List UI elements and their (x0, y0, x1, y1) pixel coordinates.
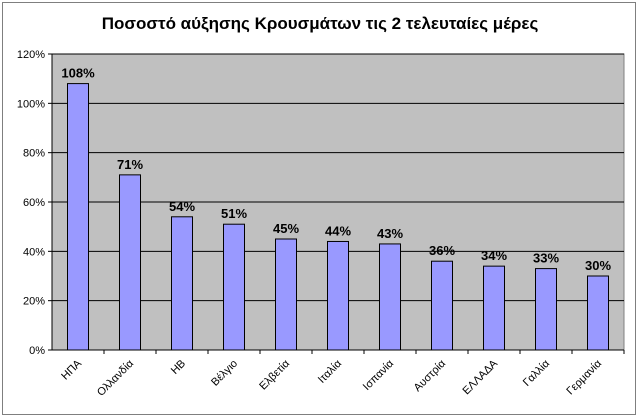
y-tick-label: 80% (23, 148, 45, 160)
x-tick-label: Αυστρία (412, 357, 449, 394)
bar (483, 265, 505, 351)
data-label: 71% (117, 157, 143, 172)
axes (48, 53, 625, 354)
x-tick-labels: ΗΠΑ Ολλανδία ΗΒ Βέλγιο Ελβετία Ιταλία Ισπανία Α… (59, 357, 604, 399)
x-tick-label: Γερμανία (564, 357, 604, 397)
data-label: 43% (377, 226, 403, 241)
bar (327, 240, 349, 351)
data-label: 36% (429, 243, 455, 258)
y-tick-labels: 0% 20% 40% 60% 80% 100% 120% (17, 49, 45, 357)
x-tick-label: Βέλγιο (209, 358, 240, 389)
data-label: 33% (533, 251, 559, 266)
x-tick-label: Ισπανία (361, 357, 397, 393)
data-label: 44% (325, 223, 351, 238)
data-label: 51% (221, 206, 247, 221)
y-tick-label: 100% (17, 98, 45, 110)
x-tick-label: ΕΛΛΑΔΑ (460, 357, 500, 397)
bar (223, 223, 245, 351)
bars (67, 83, 609, 351)
y-tick-label: 20% (23, 296, 45, 308)
x-tick-label: ΗΠΑ (59, 357, 84, 382)
y-tick-label: 0% (29, 345, 45, 357)
data-label: 45% (273, 221, 299, 236)
bar (67, 83, 89, 351)
y-tick-label: 60% (23, 197, 45, 209)
y-tick-label: 120% (17, 49, 45, 61)
x-tick-label: Ολλανδία (95, 357, 137, 399)
y-tick-label: 40% (23, 246, 45, 258)
x-tick-label: Ιταλία (316, 357, 345, 386)
bar (587, 275, 609, 351)
data-label: 30% (585, 258, 611, 273)
chart-title: Ποσοστό αύξησης Κρουσμάτων τις 2 τελευτα… (101, 14, 539, 33)
data-label: 108% (61, 66, 95, 81)
data-labels: 108% 71% 54% 51% 45% 44% 43% 36% 34% 33% 30% (61, 66, 611, 273)
bar (171, 216, 193, 351)
bar (275, 238, 297, 351)
x-tick-label: Ελβετία (257, 357, 292, 392)
x-tick-label: Γαλλία (521, 357, 553, 389)
bar (431, 260, 453, 351)
bar (535, 268, 557, 351)
data-label: 54% (169, 199, 195, 214)
bar (119, 174, 141, 351)
data-label: 34% (481, 248, 507, 263)
bar (379, 243, 401, 351)
x-tick-label: ΗΒ (169, 358, 188, 377)
